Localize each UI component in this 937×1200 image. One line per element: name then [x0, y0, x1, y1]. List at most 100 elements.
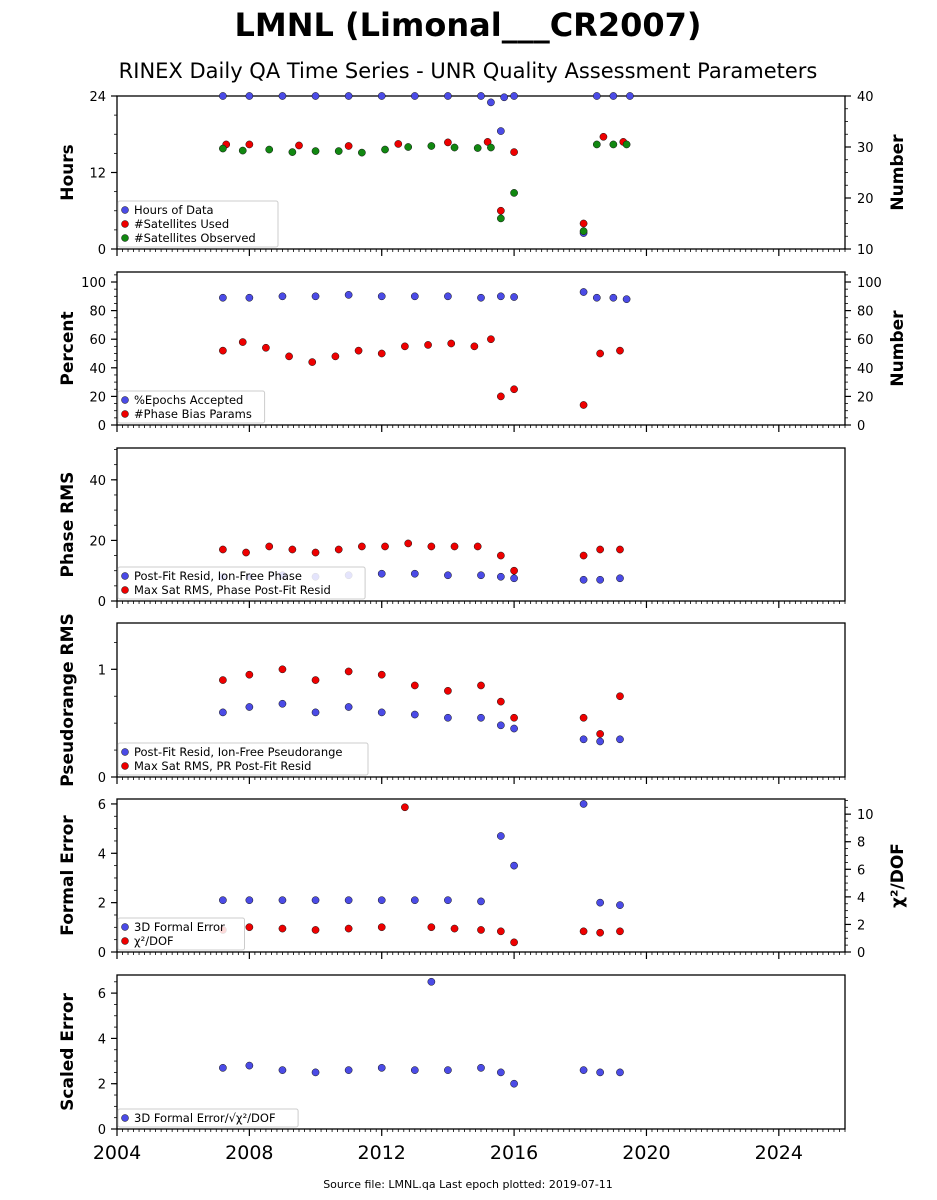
data-point: [579, 800, 588, 808]
data-point: [377, 708, 386, 717]
data-point: [444, 713, 452, 722]
y2-tick-label: 80: [857, 305, 874, 320]
data-point: [616, 574, 624, 583]
data-point: [410, 710, 419, 719]
data-point: [616, 346, 624, 355]
data-point: [381, 145, 389, 154]
legend-label: χ²/DOF: [134, 934, 174, 948]
legend-box: [117, 200, 279, 248]
data-point: [616, 1068, 624, 1077]
data-point: [477, 571, 485, 580]
data-point: [477, 92, 485, 100]
y-tick-label: 60: [89, 333, 106, 348]
data-point: [265, 542, 274, 551]
data-point: [444, 292, 452, 301]
data-point: [219, 896, 227, 905]
data-point: [219, 346, 227, 355]
data-point: [410, 92, 419, 100]
data-point: [510, 385, 518, 394]
data-point: [245, 670, 254, 679]
y-axis-label: Pseudorange RMS: [58, 613, 78, 787]
data-point: [609, 92, 618, 100]
data-point: [497, 292, 505, 301]
x-tick-label: 2012: [358, 1142, 406, 1164]
data-point: [404, 143, 413, 151]
data-point: [381, 542, 389, 551]
y-tick-label: 0: [98, 595, 106, 610]
y-tick-label: 6: [98, 798, 106, 813]
data-point: [288, 545, 297, 554]
data-point: [344, 1066, 353, 1074]
y2-tick-label: 8: [857, 836, 865, 851]
data-point: [609, 293, 618, 302]
y-axis-label: Percent: [58, 311, 78, 385]
y-tick-label: 4: [98, 1032, 106, 1047]
plot-frame: [116, 974, 846, 1130]
data-point: [487, 98, 495, 107]
y-tick-label: 40: [89, 474, 106, 489]
data-point: [401, 342, 409, 351]
data-point: [278, 92, 287, 100]
data-point: [487, 335, 495, 344]
data-point: [444, 896, 452, 905]
data-point: [219, 676, 227, 684]
legend-marker: [121, 762, 129, 770]
data-point: [344, 924, 353, 933]
data-point: [616, 692, 624, 701]
data-point: [579, 713, 588, 722]
x-tick-label: 2020: [622, 1142, 670, 1164]
legend-label: Post-Fit Resid, Ion-Free Phase: [134, 569, 302, 583]
legend-box: [117, 390, 266, 424]
data-point: [242, 548, 250, 557]
data-point: [579, 575, 588, 584]
legend-label: 3D Formal Error/√χ²/DOF: [134, 1111, 276, 1125]
figure-subtitle: RINEX Daily QA Time Series - UNR Quality…: [119, 59, 818, 83]
data-point: [497, 551, 505, 560]
data-point: [334, 147, 343, 155]
data-point: [510, 1079, 518, 1088]
data-point: [447, 339, 456, 348]
data-point: [344, 703, 353, 711]
y-tick-label: 20: [89, 534, 106, 549]
data-point: [377, 1064, 386, 1072]
data-point: [616, 927, 624, 936]
panel-6: 2004 2008 2012 2016 2020 2024 0 2 4 6 Scaled Error…: [58, 974, 846, 1164]
data-point: [344, 291, 353, 299]
data-point: [592, 293, 601, 302]
data-point: [444, 138, 452, 147]
y2-tick-label: 30: [857, 141, 874, 156]
data-point: [308, 358, 317, 366]
legend-label: Max Sat RMS, PR Post-Fit Resid: [134, 759, 311, 773]
panel-4: 0 1 Pseudorange RMS Post-Fit Resid, Ion-Fre…: [58, 613, 846, 787]
y2-tick-label: 0: [857, 419, 865, 434]
data-point: [394, 140, 403, 148]
data-point: [497, 927, 505, 936]
data-point: [278, 699, 287, 708]
y2-tick-label: 2: [857, 918, 865, 933]
legend-marker: [121, 748, 129, 756]
data-point: [596, 545, 604, 554]
data-point: [579, 551, 588, 560]
data-point: [477, 713, 485, 722]
data-point: [477, 1064, 485, 1072]
data-point: [510, 293, 518, 301]
data-point: [500, 93, 509, 102]
data-point: [427, 923, 436, 932]
data-point: [265, 145, 274, 154]
y2-axis-label: Number: [888, 310, 908, 387]
data-point: [334, 545, 343, 554]
data-point: [331, 352, 340, 361]
legend-marker: [121, 572, 129, 580]
x-tick-label: 2004: [93, 1142, 141, 1164]
data-point: [497, 832, 505, 840]
legend-label: Max Sat RMS, Phase Post-Fit Resid: [134, 583, 331, 597]
y2-axis-label: Number: [888, 134, 908, 211]
y-tick-label: 1: [98, 663, 106, 678]
data-point: [377, 569, 386, 578]
panel-2: 0 20 40 60 80 100 0 20 40 60 80 100 Number Percent %Ep…: [58, 271, 908, 434]
data-point: [245, 1061, 254, 1070]
data-point: [450, 143, 459, 152]
data-point: [311, 926, 320, 934]
y-tick-label: 6: [98, 987, 106, 1002]
data-point: [497, 214, 505, 223]
